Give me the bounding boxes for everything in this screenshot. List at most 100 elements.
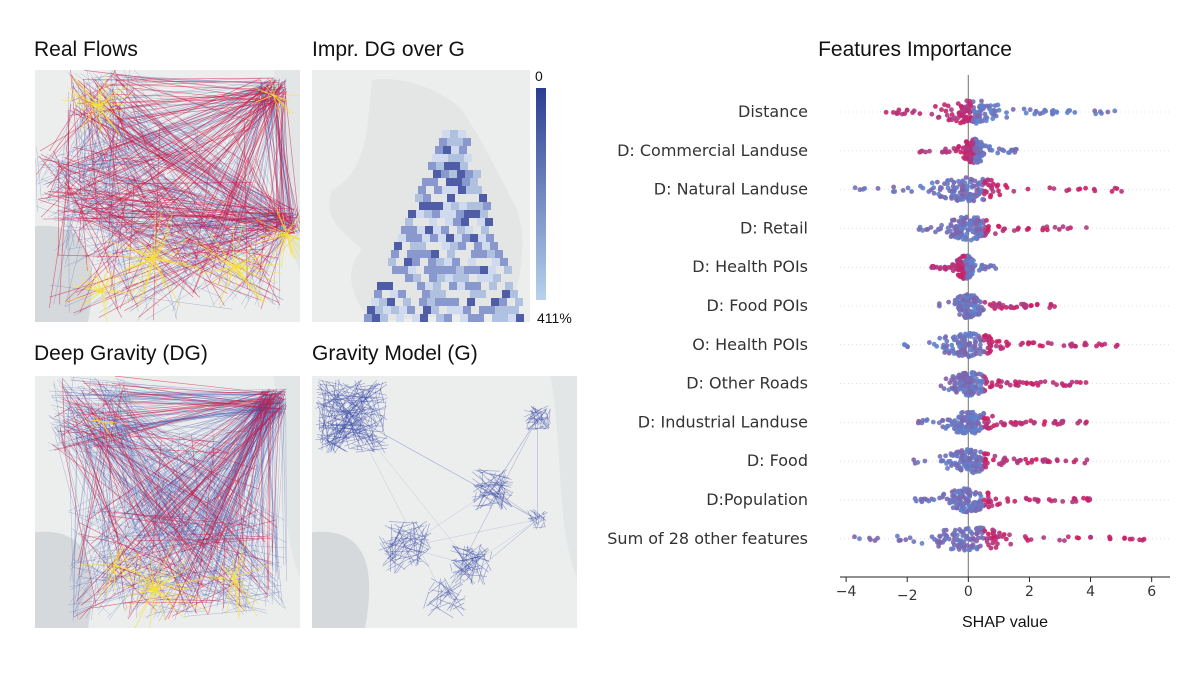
flow-line-yellow: [153, 225, 172, 260]
flow-line-blue: [176, 437, 221, 502]
shap-point: [950, 546, 956, 551]
shap-point: [939, 185, 944, 191]
flow-line-red: [276, 100, 286, 225]
improvement-cell: [442, 242, 450, 250]
flow-line-blue: [416, 528, 424, 567]
shap-point: [993, 343, 999, 349]
flow-line-yellow: [98, 94, 119, 106]
flow-line-blue: [108, 427, 129, 518]
flow-line-yellow: [210, 266, 234, 284]
flow-line-yellow: [195, 242, 234, 267]
improvement-cell: [472, 266, 480, 274]
flow-line-blue: [285, 412, 287, 581]
flow-line-blue: [330, 435, 375, 445]
flow-line-blue: [403, 549, 430, 570]
flow-line-blue: [440, 581, 458, 604]
improvement-cell: [430, 290, 438, 298]
flow-line-red: [266, 393, 270, 598]
shap-point: [966, 354, 972, 360]
shap-point: [919, 541, 925, 546]
shap-point: [1029, 459, 1034, 465]
shap-point: [974, 228, 980, 233]
shap-point: [996, 223, 1001, 229]
improvement-cell: [459, 202, 467, 210]
flow-line-blue: [251, 534, 277, 608]
flow-line-blue: [53, 381, 62, 431]
shap-point: [966, 547, 972, 553]
flow-line-red: [273, 393, 284, 401]
flow-line-blue: [335, 409, 358, 414]
flow-line-blue: [206, 483, 278, 535]
shap-point: [997, 192, 1003, 198]
flow-line-red: [169, 528, 195, 566]
shap-point: [944, 461, 949, 466]
shap-point: [946, 350, 952, 356]
flow-line-blue: [73, 431, 78, 615]
flow-line-red: [171, 583, 237, 617]
flow-line-yellow: [271, 79, 274, 96]
shap-point: [990, 189, 996, 194]
flow-line-red: [59, 428, 97, 607]
flow-line-yellow: [88, 421, 102, 430]
flow-line-blue: [362, 431, 382, 446]
flow-line-blue: [316, 392, 384, 400]
shap-point: [895, 533, 900, 539]
flow-line-blue: [141, 512, 195, 521]
shap-point: [944, 112, 950, 118]
flow-line-red: [283, 81, 299, 216]
shap-point: [943, 376, 949, 382]
flow-line-blue: [527, 422, 543, 424]
flow-line-yellow: [154, 589, 186, 619]
flow-line-red: [75, 399, 171, 577]
flow-line-blue: [116, 130, 171, 168]
flow-line-blue: [57, 429, 221, 552]
flow-line-blue: [479, 491, 512, 496]
shap-point: [939, 107, 944, 112]
flow-line-blue: [91, 398, 276, 516]
flow-line-blue: [50, 395, 100, 430]
shap-point: [922, 458, 928, 464]
shap-point: [978, 227, 984, 233]
flow-line-red: [163, 177, 229, 215]
flow-line-blue: [69, 416, 93, 582]
flow-line-yellow: [114, 553, 139, 566]
flow-line-blue: [101, 381, 115, 413]
improvement-cell: [463, 138, 471, 146]
flow-line-red: [81, 218, 139, 244]
flow-line-blue: [79, 437, 166, 522]
flow-line-red: [63, 151, 170, 197]
flow-line-yellow: [80, 105, 99, 129]
improvement-cell: [462, 234, 470, 242]
shap-point: [970, 118, 976, 124]
shap-point: [975, 307, 981, 313]
shap-point: [943, 108, 949, 114]
shap-point: [965, 183, 970, 189]
flow-line-blue: [65, 211, 95, 216]
shap-point: [875, 186, 881, 191]
flow-line-red: [73, 225, 294, 314]
shap-point: [976, 218, 982, 224]
flow-line-blue: [36, 147, 42, 199]
shap-point: [952, 226, 958, 232]
flow-line-blue: [386, 547, 430, 571]
flow-line-blue: [384, 552, 394, 559]
flow-line-blue: [99, 415, 149, 462]
flow-line-blue: [338, 430, 378, 443]
sea-area: [312, 531, 370, 628]
shap-point: [909, 189, 914, 194]
shap-point: [907, 535, 913, 541]
flow-line-red: [81, 390, 152, 533]
flow-line-blue: [392, 554, 420, 561]
improvement-cell: [405, 274, 413, 282]
shap-point: [926, 498, 932, 504]
flow-line-blue: [110, 416, 241, 501]
shap-point: [905, 185, 911, 191]
improvement-cell: [487, 306, 495, 314]
flow-line-blue: [122, 588, 124, 609]
improvement-cell: [436, 162, 444, 170]
flow-line-yellow: [153, 211, 156, 260]
flow-line-yellow: [233, 263, 282, 267]
feature-dots: [883, 98, 1118, 126]
improvement-cell: [450, 242, 458, 250]
flow-line-yellow: [98, 75, 108, 106]
